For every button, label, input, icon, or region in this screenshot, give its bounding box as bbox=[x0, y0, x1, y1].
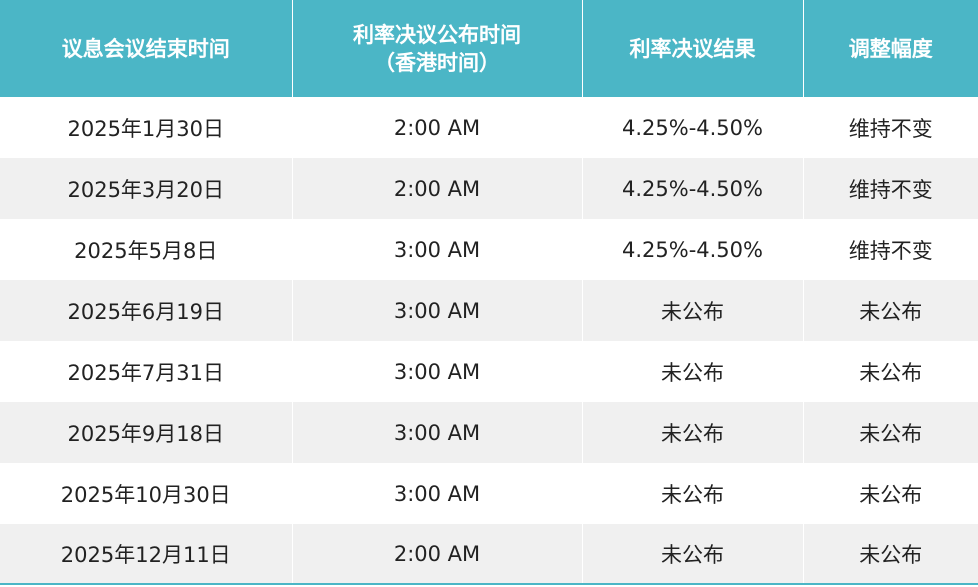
header-sublabel: （香港时间） bbox=[374, 50, 500, 75]
table-bottom-rule bbox=[0, 583, 978, 585]
cell-announce-time: 2:00 AM bbox=[292, 158, 583, 219]
table-row: 2025年9月18日 3:00 AM 未公布 未公布 bbox=[0, 402, 978, 463]
cell-meeting-date: 2025年6月19日 bbox=[0, 280, 293, 341]
table-header: 议息会议结束时间 利率决议公布时间 （香港时间） 利率决议结果 调整幅度 bbox=[0, 0, 978, 97]
table-row: 2025年6月19日 3:00 AM 未公布 未公布 bbox=[0, 280, 978, 341]
header-adjustment: 调整幅度 bbox=[803, 0, 978, 97]
cell-adjustment: 未公布 bbox=[803, 463, 978, 524]
cell-announce-time: 3:00 AM bbox=[292, 280, 583, 341]
cell-rate-result: 4.25%-4.50% bbox=[582, 219, 804, 280]
cell-announce-time: 3:00 AM bbox=[292, 463, 583, 524]
header-label: 调整幅度 bbox=[848, 36, 933, 61]
header-label: 利率决议公布时间 bbox=[353, 22, 521, 47]
cell-announce-time: 3:00 AM bbox=[292, 219, 583, 280]
cell-rate-result: 未公布 bbox=[582, 341, 804, 402]
cell-rate-result: 未公布 bbox=[582, 402, 804, 463]
cell-adjustment: 未公布 bbox=[803, 524, 978, 583]
cell-rate-result: 4.25%-4.50% bbox=[582, 158, 804, 219]
cell-announce-time: 3:00 AM bbox=[292, 341, 583, 402]
table-row: 2025年1月30日 2:00 AM 4.25%-4.50% 维持不变 bbox=[0, 97, 978, 158]
cell-adjustment: 维持不变 bbox=[803, 97, 978, 158]
cell-meeting-date: 2025年9月18日 bbox=[0, 402, 293, 463]
cell-meeting-date: 2025年7月31日 bbox=[0, 341, 293, 402]
cell-adjustment: 未公布 bbox=[803, 402, 978, 463]
cell-rate-result: 未公布 bbox=[582, 463, 804, 524]
header-row: 议息会议结束时间 利率决议公布时间 （香港时间） 利率决议结果 调整幅度 bbox=[0, 0, 978, 97]
table-row: 2025年3月20日 2:00 AM 4.25%-4.50% 维持不变 bbox=[0, 158, 978, 219]
table-body: 2025年1月30日 2:00 AM 4.25%-4.50% 维持不变 2025… bbox=[0, 97, 978, 583]
header-rate-decision: 利率决议结果 bbox=[582, 0, 804, 97]
cell-announce-time: 3:00 AM bbox=[292, 402, 583, 463]
cell-announce-time: 2:00 AM bbox=[292, 97, 583, 158]
table-row: 2025年10月30日 3:00 AM 未公布 未公布 bbox=[0, 463, 978, 524]
cell-meeting-date: 2025年5月8日 bbox=[0, 219, 293, 280]
table-row: 2025年7月31日 3:00 AM 未公布 未公布 bbox=[0, 341, 978, 402]
cell-announce-time: 2:00 AM bbox=[292, 524, 583, 583]
cell-meeting-date: 2025年12月11日 bbox=[0, 524, 293, 583]
header-meeting-end-date: 议息会议结束时间 bbox=[0, 0, 293, 97]
cell-rate-result: 未公布 bbox=[582, 524, 804, 583]
cell-adjustment: 未公布 bbox=[803, 341, 978, 402]
cell-meeting-date: 2025年3月20日 bbox=[0, 158, 293, 219]
cell-rate-result: 4.25%-4.50% bbox=[582, 97, 804, 158]
table-row: 2025年12月11日 2:00 AM 未公布 未公布 bbox=[0, 524, 978, 583]
cell-adjustment: 未公布 bbox=[803, 280, 978, 341]
header-announcement-time: 利率决议公布时间 （香港时间） bbox=[292, 0, 583, 97]
cell-meeting-date: 2025年1月30日 bbox=[0, 97, 293, 158]
header-label: 利率决议结果 bbox=[629, 36, 756, 61]
table-row: 2025年5月8日 3:00 AM 4.25%-4.50% 维持不变 bbox=[0, 219, 978, 280]
cell-adjustment: 维持不变 bbox=[803, 219, 978, 280]
cell-rate-result: 未公布 bbox=[582, 280, 804, 341]
header-label: 议息会议结束时间 bbox=[61, 36, 230, 61]
cell-adjustment: 维持不变 bbox=[803, 158, 978, 219]
cell-meeting-date: 2025年10月30日 bbox=[0, 463, 293, 524]
